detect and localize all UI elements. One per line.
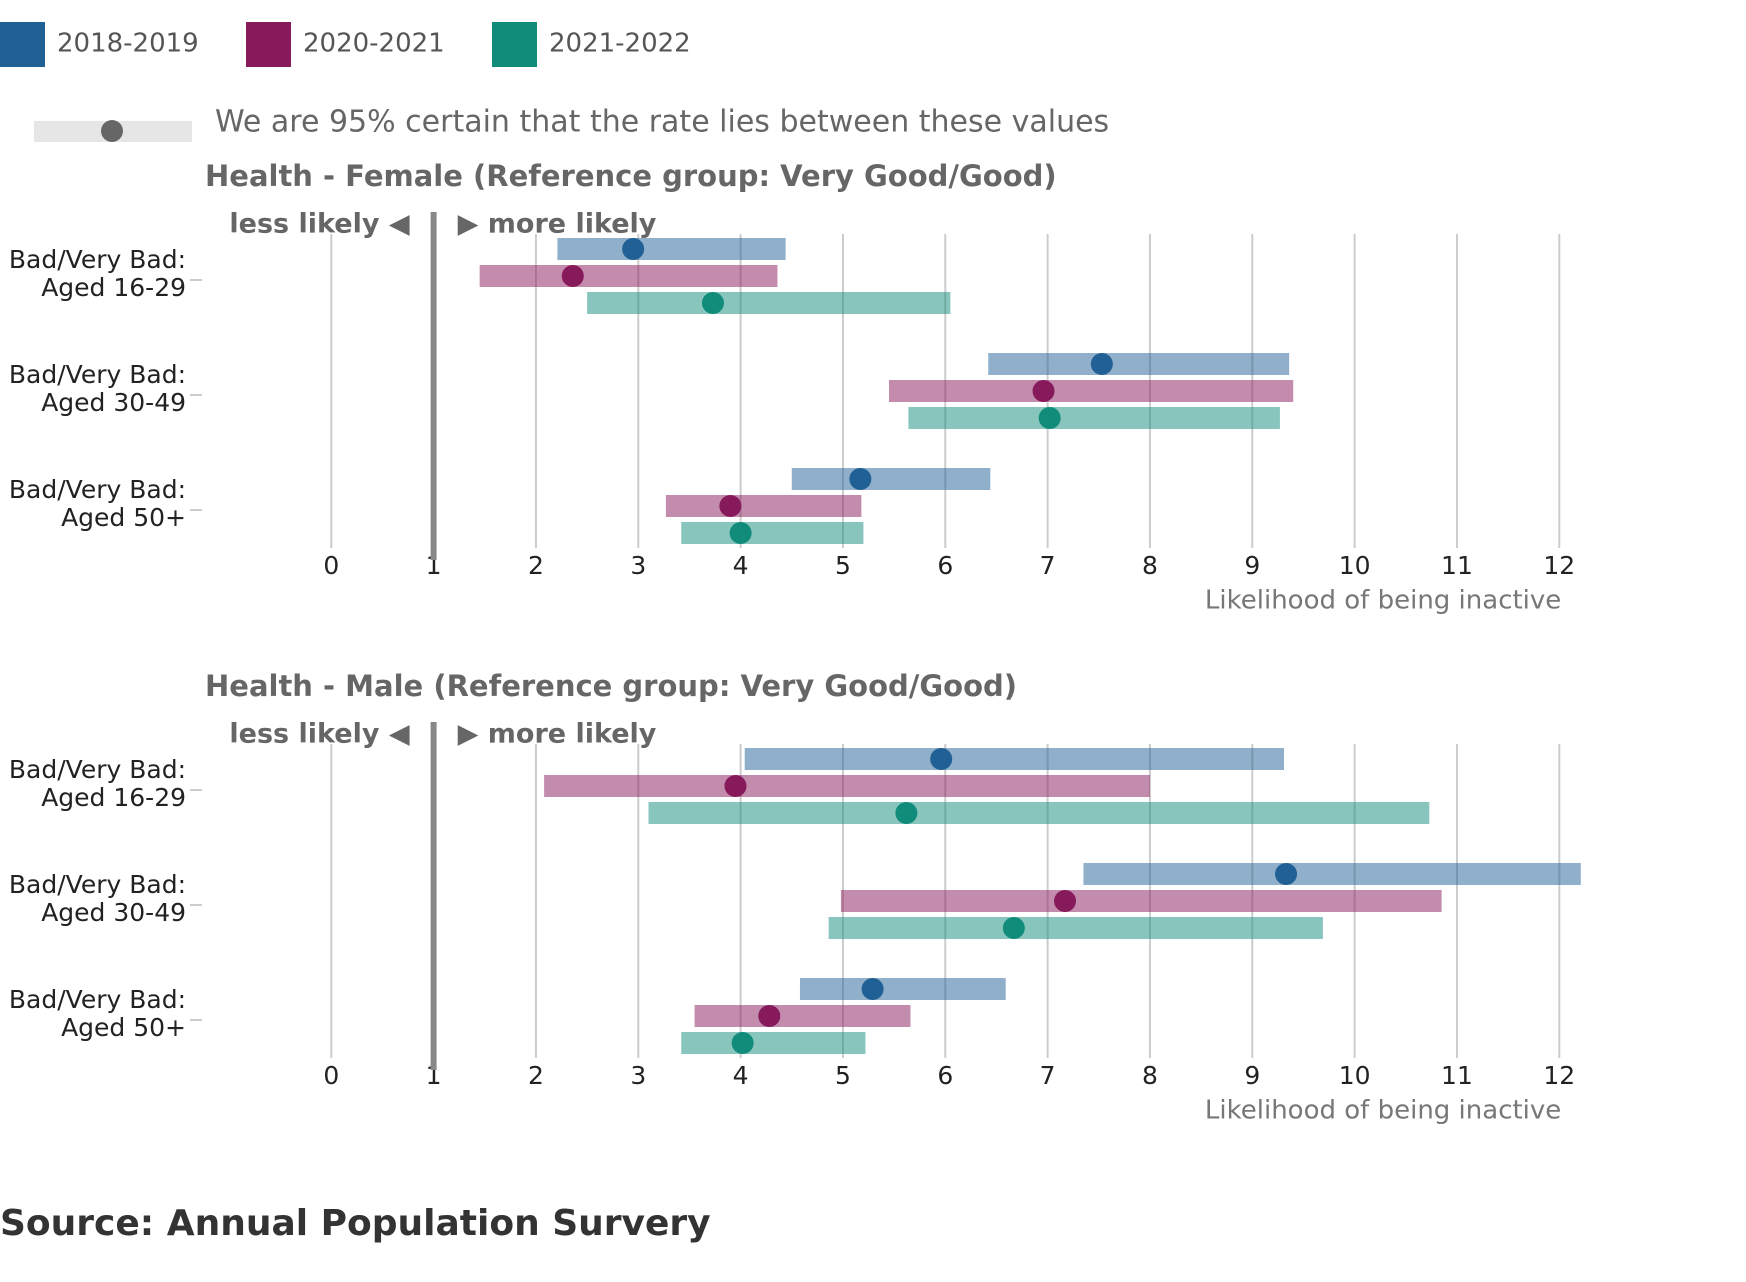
category-label: Bad/Very Bad: Aged 50+ [8,475,186,532]
x-tick-label: 5 [835,1061,851,1090]
legend-swatch [492,22,537,67]
legend-label: 2021-2022 [549,29,691,59]
point [622,238,645,260]
ci-bar [988,353,1290,375]
ci-bar [908,407,1280,429]
x-tick-label: 7 [1040,1061,1056,1090]
ci-bar [557,238,786,260]
ci-legend-dot [101,120,123,142]
legend-swatch [246,22,291,67]
x-tick-label: 2 [528,551,544,580]
point [1038,407,1061,429]
x-tick-label: 7 [1040,551,1056,580]
x-tick-label: 2 [528,1061,544,1090]
category-label: Bad/Very Bad: Aged 50+ [8,985,186,1042]
x-tick-label: 9 [1244,1061,1260,1090]
ci-bar [479,265,778,287]
point [561,265,584,287]
category-label: Bad/Very Bad: Aged 30-49 [8,360,186,417]
x-tick-label: 10 [1339,551,1371,580]
ci-bar [648,802,1430,824]
point [1054,890,1077,912]
chart-title: Health - Male (Reference group: Very Goo… [205,669,1017,703]
category-label: Bad/Very Bad: Aged 30-49 [8,870,186,927]
point [729,522,752,544]
x-tick-label: 8 [1142,1061,1158,1090]
annotation-more: ▶ more likely [458,209,657,240]
x-tick-label: 4 [733,551,749,580]
x-tick-label: 9 [1244,551,1260,580]
annotation-more: ▶ more likely [458,719,657,750]
ci-bar [681,522,864,544]
point [849,468,872,490]
point [724,775,747,797]
point [758,1005,781,1027]
ci-bar [791,468,991,490]
legend-label: 2018-2019 [57,29,199,59]
ci-bar [587,292,951,314]
point [895,802,918,824]
ci-bar [1083,863,1581,885]
chart-title: Health - Female (Reference group: Very G… [205,159,1057,193]
point [719,495,742,517]
ci-bar [665,495,862,517]
category-label: Bad/Very Bad: Aged 16-29 [8,755,186,812]
x-tick-label: 3 [630,1061,646,1090]
point [930,748,953,770]
source: Source: Annual Population Survery [0,1203,711,1244]
annotation-less: less likely ◀ [229,719,409,750]
ci-bar [799,978,1006,1000]
x-tick-label: 6 [937,1061,953,1090]
ci-bar [544,775,1150,797]
point [861,978,884,1000]
point [1002,917,1025,939]
point [701,292,724,314]
ci-bar [694,1005,911,1027]
point [731,1032,754,1054]
x-tick-label: 12 [1543,551,1575,580]
x-tick-label: 1 [426,551,442,580]
point [1032,380,1055,402]
x-tick-label: 3 [630,551,646,580]
ci-bar [744,748,1285,770]
ci-bar [840,890,1442,912]
x-tick-label: 10 [1339,1061,1371,1090]
x-tick-label: 0 [323,551,339,580]
legend-swatch [0,22,45,67]
x-axis-title: Likelihood of being inactive [1205,1096,1561,1126]
x-tick-label: 1 [426,1061,442,1090]
ci-legend-text: We are 95% certain that the rate lies be… [215,105,1109,140]
point [1275,863,1298,885]
x-tick-label: 12 [1543,1061,1575,1090]
x-tick-label: 5 [835,551,851,580]
ci-bar [681,1032,866,1054]
x-tick-label: 4 [733,1061,749,1090]
point [1090,353,1113,375]
category-label: Bad/Very Bad: Aged 16-29 [8,245,186,302]
annotation-less: less likely ◀ [229,209,409,240]
x-tick-label: 11 [1441,551,1473,580]
ci-bar [889,380,1294,402]
x-tick-label: 8 [1142,551,1158,580]
legend-label: 2020-2021 [303,29,445,59]
x-tick-label: 11 [1441,1061,1473,1090]
x-tick-label: 6 [937,551,953,580]
x-tick-label: 0 [323,1061,339,1090]
x-axis-title: Likelihood of being inactive [1205,586,1561,616]
ci-bar [828,917,1323,939]
